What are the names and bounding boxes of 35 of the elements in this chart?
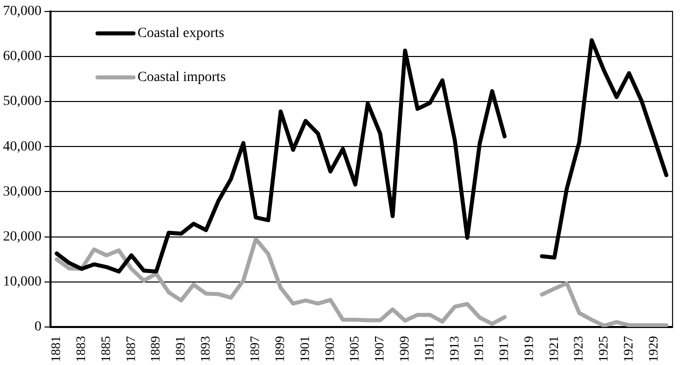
y-tick-label: 50,000 — [3, 94, 42, 110]
x-tick-label: 1915 — [471, 336, 486, 362]
x-tick-label: 1925 — [596, 336, 611, 362]
y-tick-label: 10,000 — [3, 274, 42, 290]
x-tick-label: 1909 — [396, 336, 412, 362]
x-tick-label: 1881 — [48, 336, 64, 362]
legend-label: Coastal exports — [138, 26, 224, 42]
x-tick-label: 1893 — [197, 336, 212, 362]
x-tick-label: 1889 — [148, 336, 163, 362]
x-tick-label: 1895 — [222, 336, 238, 362]
x-tick-label: 1929 — [645, 336, 660, 362]
y-tick-label: 20,000 — [3, 230, 42, 244]
y-tick-label: 30,000 — [3, 184, 42, 200]
x-tick-label: 1927 — [620, 336, 636, 362]
x-tick-label: 1917 — [496, 336, 512, 362]
x-tick-label: 1921 — [546, 336, 561, 362]
x-tick-label: 1891 — [172, 336, 188, 362]
x-tick-label: 1883 — [73, 336, 88, 362]
legend-label: Coastal imports — [138, 70, 226, 86]
x-tick-label: 1903 — [322, 336, 337, 362]
x-tick-label: 1885 — [98, 336, 113, 362]
y-tick-label: 0 — [34, 320, 42, 335]
x-tick-label: 1923 — [570, 336, 586, 362]
y-tick-label: 40,000 — [3, 139, 42, 154]
x-tick-label: 1905 — [346, 336, 362, 362]
x-tick-label: 1911 — [421, 336, 436, 362]
x-tick-label: 1887 — [122, 336, 138, 362]
x-tick-label: 1919 — [520, 336, 536, 362]
x-tick-label: 1899 — [272, 336, 288, 362]
x-tick-label: 1913 — [446, 336, 462, 362]
x-tick-label: 1901 — [296, 336, 312, 362]
y-tick-label: 60,000 — [3, 49, 42, 64]
y-tick-label: 70,000 — [3, 4, 42, 20]
x-tick-label: 1907 — [372, 336, 387, 362]
x-tick-label: 1897 — [247, 336, 262, 362]
